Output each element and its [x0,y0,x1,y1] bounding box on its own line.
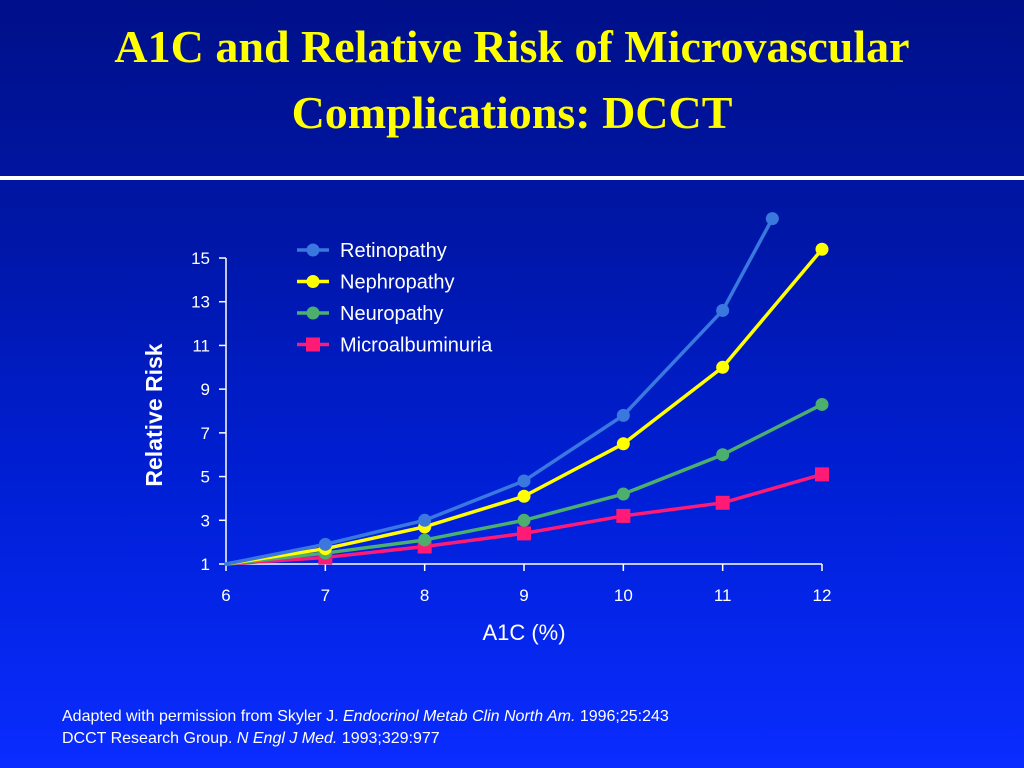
y-tick-label: 3 [201,511,210,530]
retinopathy-marker [765,212,779,226]
x-tick-label: 11 [714,586,732,605]
neuropathy-marker [517,513,531,527]
slide-title-line-2: Complications: DCCT [291,87,733,138]
retinopathy-marker [418,513,432,527]
y-tick-label: 5 [201,468,210,487]
legend-microalbuminuria-label: Microalbuminuria [340,335,493,357]
legend-retinopathy-marker [306,243,320,257]
y-tick-label: 9 [201,380,210,399]
y-tick-label: 11 [192,336,210,355]
citation-1-volume: 1996;25:243 [575,708,669,725]
neuropathy-marker [716,448,730,462]
x-tick-label: 7 [321,586,330,605]
citation-line-2: DCCT Research Group. N Engl J Med. 1993;… [62,728,669,750]
microalbuminuria-marker [815,467,829,482]
neuropathy-marker [418,533,432,547]
citation: Adapted with permission from Skyler J. E… [62,706,669,750]
chart-legend: Retinopathy Nephropathy Neuropathy Microalb… [297,240,493,357]
y-tick-label: 7 [201,424,210,443]
citation-1-journal: Endocrinol Metab Clin North Am. [343,708,576,725]
x-axis-title: A1C (%) [482,620,565,645]
y-tick-label: 13 [191,293,210,312]
x-tick-label: 9 [519,586,528,605]
citation-2-text: DCCT Research Group. [62,730,237,747]
citation-2-journal: N Engl J Med. [236,730,338,747]
retinopathy-marker [716,303,730,317]
x-tick-label: 10 [614,586,633,605]
y-tick-label: 1 [201,555,210,574]
y-tick-label: 15 [191,249,210,268]
retinopathy-marker [616,408,630,422]
nephropathy-marker [616,437,630,451]
legend-microalbuminuria-marker [306,337,320,352]
microalbuminuria-marker [616,508,631,523]
title-divider [0,176,1024,180]
retinopathy-marker [517,474,531,488]
slide-title: A1C and Relative Risk of Microvascular C… [0,14,1024,146]
citation-2-volume: 1993;329:977 [337,730,440,747]
neuropathy-marker [616,487,630,501]
legend-retinopathy-label: Retinopathy [340,240,447,262]
microalbuminuria-marker [715,495,730,510]
neuropathy-marker [815,397,829,411]
nephropathy-marker [517,489,531,503]
microalbuminuria-marker [517,526,531,541]
slide-title-line-1: A1C and Relative Risk of Microvascular [114,21,910,72]
x-tick-label: 8 [420,586,429,605]
legend-neuropathy-marker [306,306,320,320]
citation-1-text: Adapted with permission from Skyler J. [62,708,343,725]
nephropathy-marker [716,360,730,374]
chart-plot-area [224,212,829,566]
x-tick-label: 6 [221,586,230,605]
retinopathy-marker [318,537,332,551]
citation-line-1: Adapted with permission from Skyler J. E… [62,706,669,728]
y-axis-title: Relative Risk [141,343,167,486]
x-tick-label: 12 [813,586,832,605]
nephropathy-marker [815,242,829,256]
legend-nephropathy-label: Nephropathy [340,272,455,294]
legend-nephropathy-marker [306,275,320,288]
legend-neuropathy-label: Neuropathy [340,303,443,325]
